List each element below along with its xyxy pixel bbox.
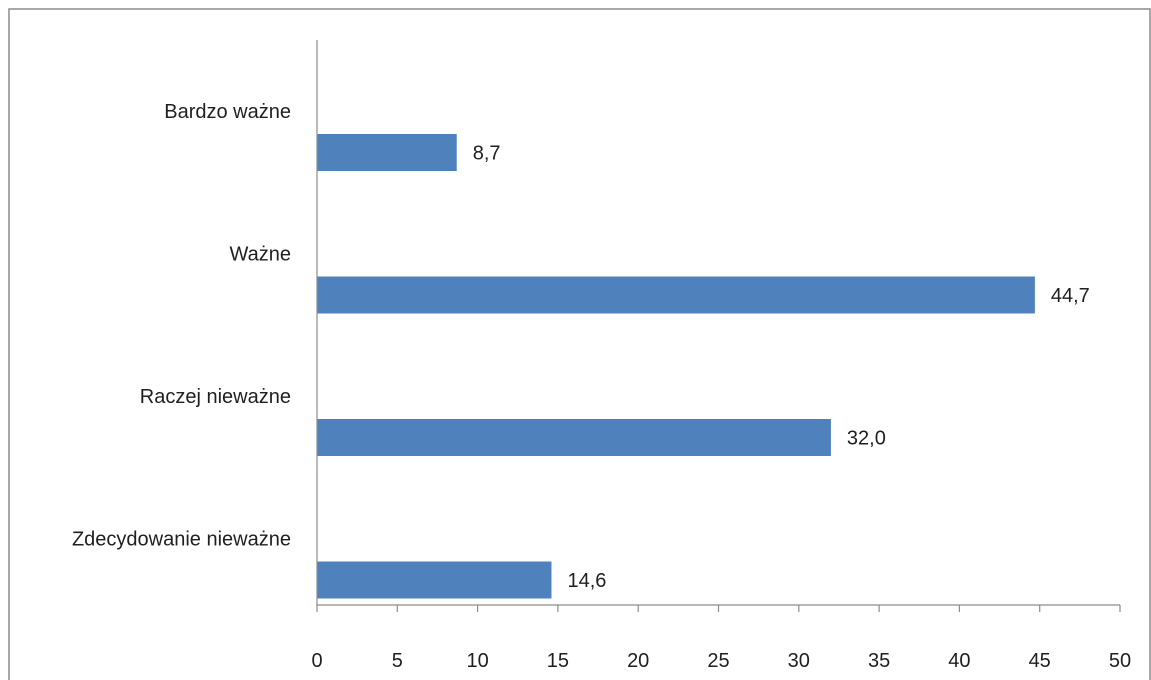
chart-frame [8, 8, 1151, 680]
bar-0 [317, 134, 457, 171]
bar-1 [317, 276, 1035, 314]
x-tick-label-1: 5 [392, 650, 403, 672]
x-tick-label-7: 35 [868, 650, 890, 672]
category-label-2: Raczej nieważne [140, 386, 291, 408]
category-label-0: Bardzo ważne [164, 101, 291, 123]
labels-group: Bardzo ważne 8,7 Ważne 44,7 Raczej nieważne 3… [72, 101, 1131, 672]
bar-2 [317, 419, 831, 456]
bar-3 [317, 561, 552, 599]
category-label-1: Ważne [229, 244, 291, 266]
bars-group [317, 134, 1035, 599]
data-label-2: 32,0 [847, 428, 886, 450]
data-label-1: 44,7 [1051, 285, 1090, 307]
x-tick-label-0: 0 [311, 650, 322, 672]
x-tick-label-5: 25 [707, 650, 729, 672]
x-tick-label-8: 40 [948, 650, 970, 672]
x-tick-label-10: 50 [1109, 650, 1131, 672]
x-tick-label-6: 30 [788, 650, 810, 672]
data-label-3: 14,6 [567, 570, 606, 592]
x-tick-label-2: 10 [466, 650, 488, 672]
x-tick-label-3: 15 [547, 650, 569, 672]
x-tick-label-4: 20 [627, 650, 649, 672]
axes-group [316, 40, 1121, 612]
category-label-3: Zdecydowanie nieważne [72, 529, 291, 551]
data-label-0: 8,7 [473, 143, 501, 165]
x-tick-label-9: 45 [1029, 650, 1051, 672]
